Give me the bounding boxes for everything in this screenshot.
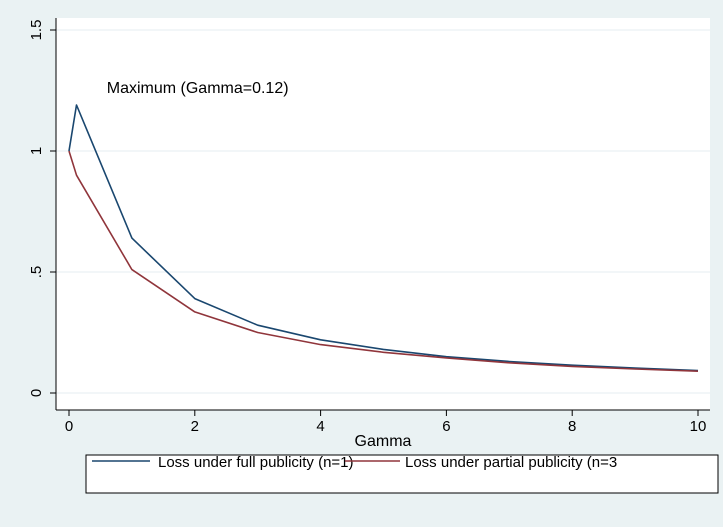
- y-tick-label: 1: [28, 147, 45, 155]
- series-line-partial-publicity: [68, 150, 699, 372]
- x-tick-label: 4: [316, 418, 324, 435]
- legend-box: [85, 454, 719, 494]
- y-tick-label: .5: [28, 266, 45, 279]
- y-tick-label: 1.5: [28, 20, 45, 41]
- series-lines: [68, 104, 699, 372]
- grid-lines: [56, 29, 710, 394]
- x-tick-label: 0: [65, 418, 73, 435]
- axis-ticks: 0 .5 1 1.5 0 2 4 6 8 10: [28, 20, 706, 435]
- x-tick-label: 2: [191, 418, 199, 435]
- x-tick-label: 8: [568, 418, 576, 435]
- y-tick-label: 0: [28, 389, 45, 397]
- annotations: Maximum (Gamma=0.12): [107, 80, 289, 97]
- legend: Loss under full publicity (n=1) Loss und…: [85, 454, 719, 494]
- legend-label-partial-publicity: Loss under partial publicity (n=3: [405, 454, 617, 471]
- x-axis-label: Gamma: [355, 433, 412, 450]
- annotation-maximum: Maximum (Gamma=0.12): [107, 80, 289, 97]
- x-tick-label: 10: [690, 418, 707, 435]
- series-line-full-publicity: [68, 104, 699, 372]
- plot-region: [56, 18, 710, 410]
- x-tick-label: 6: [442, 418, 450, 435]
- legend-label-full-publicity: Loss under full publicity (n=1): [158, 454, 354, 471]
